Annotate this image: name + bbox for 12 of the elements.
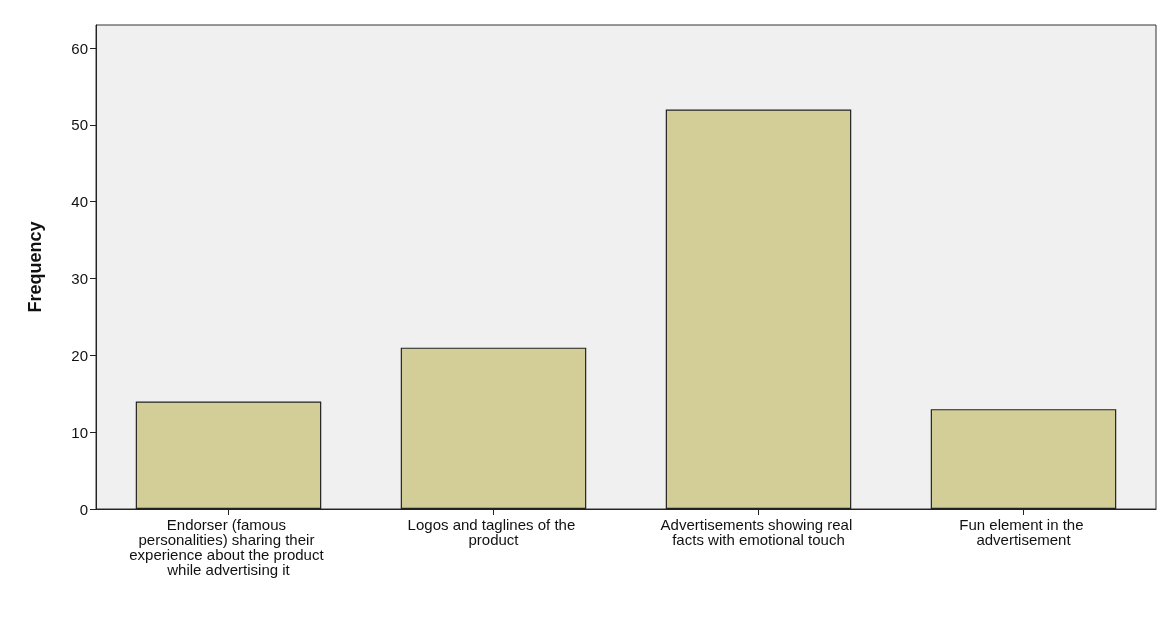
y-tick-label: 60	[71, 39, 88, 57]
y-tick-label: 0	[79, 500, 88, 518]
y-tick-label: 30	[71, 270, 88, 288]
x-tick-label: Advertisements showing real facts with emotional touch	[660, 516, 857, 548]
x-tick-label: Logos and taglines of the product	[407, 516, 580, 548]
y-tick-label: 50	[71, 116, 88, 134]
y-tick-label: 40	[71, 193, 88, 211]
x-tick-label: Fun element in the advertisement	[959, 516, 1088, 548]
x-tick-label: Endorser (famous personalities) sharing their experience about the product while advertising it	[129, 516, 328, 578]
y-tick-label: 10	[71, 423, 88, 441]
y-tick-label: 20	[71, 346, 88, 364]
y-axis-title: Frequency	[25, 221, 45, 313]
